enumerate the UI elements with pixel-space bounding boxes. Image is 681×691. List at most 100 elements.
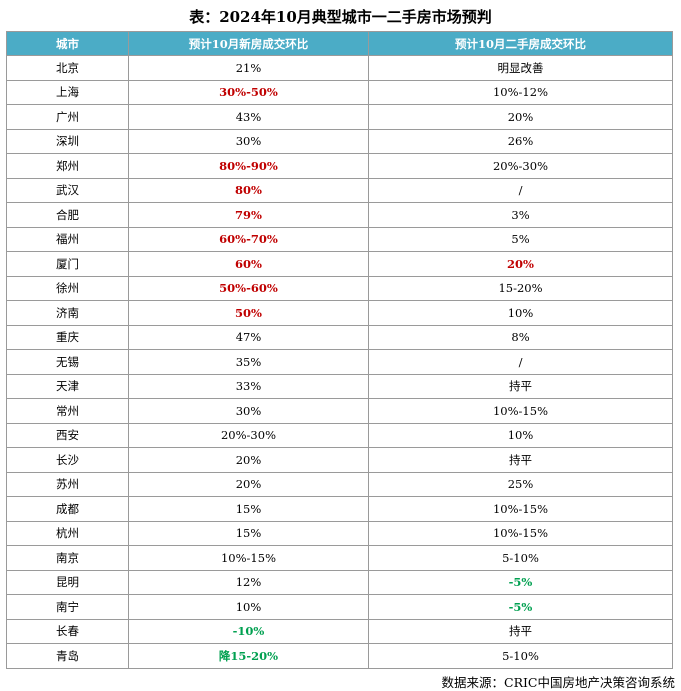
table-row: 昆明 12% -5% <box>6 569 673 595</box>
highlight-cell: 80%-90% <box>128 153 369 179</box>
table-row: 苏州 20% 25% <box>6 471 673 497</box>
value-cell: 5-10% <box>368 545 673 571</box>
table-row: 北京 21% 明显改善 <box>6 55 673 81</box>
highlight-cell: 80% <box>128 177 369 203</box>
value-cell: 15% <box>128 496 369 522</box>
table-row: 天津 33% 持平 <box>6 373 673 399</box>
forecast-table: 城市 预计10月新房成交环比 预计10月二手房成交环比 北京 21% 明显改善 上海 30%… <box>6 31 673 669</box>
value-cell: 20% <box>368 104 673 130</box>
value-cell: 10% <box>368 300 673 326</box>
value-cell: 10%-12% <box>368 79 673 105</box>
value-cell: 12% <box>128 569 369 595</box>
city-cell: 合肥 <box>6 202 129 228</box>
value-cell: 35% <box>128 349 369 375</box>
table-row: 西安 20%-30% 10% <box>6 422 673 448</box>
header-cell: 城市 <box>6 31 129 56</box>
header-cell: 预计10月二手房成交环比 <box>368 31 673 56</box>
header-row: 城市 预计10月新房成交环比 预计10月二手房成交环比 <box>6 31 673 56</box>
table-row: 合肥 79% 3% <box>6 202 673 228</box>
table-row: 上海 30%-50% 10%-12% <box>6 79 673 105</box>
value-cell: 10% <box>368 422 673 448</box>
city-cell: 徐州 <box>6 275 129 301</box>
table-row: 郑州 80%-90% 20%-30% <box>6 153 673 179</box>
table-row: 长春 -10% 持平 <box>6 618 673 644</box>
value-cell: 20% <box>128 471 369 497</box>
value-cell: 33% <box>128 373 369 399</box>
table-row: 重庆 47% 8% <box>6 324 673 350</box>
value-cell: 21% <box>128 55 369 81</box>
highlight-cell: 20% <box>368 251 673 277</box>
table-row: 厦门 60% 20% <box>6 251 673 277</box>
table-row: 济南 50% 10% <box>6 300 673 326</box>
city-cell: 南宁 <box>6 594 129 620</box>
value-cell: 15% <box>128 520 369 546</box>
city-cell: 杭州 <box>6 520 129 546</box>
table-row: 常州 30% 10%-15% <box>6 398 673 424</box>
table-row: 长沙 20% 持平 <box>6 447 673 473</box>
highlight-cell: 60%-70% <box>128 226 369 252</box>
highlight-cell: 30%-50% <box>128 79 369 105</box>
value-cell: 10%-15% <box>368 398 673 424</box>
value-cell: 47% <box>128 324 369 350</box>
city-cell: 天津 <box>6 373 129 399</box>
value-cell: 25% <box>368 471 673 497</box>
table-row: 杭州 15% 10%-15% <box>6 520 673 546</box>
highlight-cell: 50% <box>128 300 369 326</box>
city-cell: 长春 <box>6 618 129 644</box>
value-cell: 43% <box>128 104 369 130</box>
highlight-cell: -5% <box>368 594 673 620</box>
value-cell: 明显改善 <box>368 55 673 81</box>
value-cell: 10%-15% <box>368 520 673 546</box>
value-cell: 30% <box>128 398 369 424</box>
value-cell: 20%-30% <box>368 153 673 179</box>
value-cell: 15-20% <box>368 275 673 301</box>
value-cell: 8% <box>368 324 673 350</box>
value-cell: 持平 <box>368 373 673 399</box>
city-cell: 南京 <box>6 545 129 571</box>
value-cell: / <box>368 177 673 203</box>
city-cell: 无锡 <box>6 349 129 375</box>
table-row: 成都 15% 10%-15% <box>6 496 673 522</box>
city-cell: 苏州 <box>6 471 129 497</box>
city-cell: 昆明 <box>6 569 129 595</box>
city-cell: 青岛 <box>6 643 129 669</box>
table-row: 青岛 降15-20% 5-10% <box>6 643 673 669</box>
table-title: 表：2024年10月典型城市一二手房市场预判 <box>189 8 492 26</box>
table-row: 徐州 50%-60% 15-20% <box>6 275 673 301</box>
table-row: 福州 60%-70% 5% <box>6 226 673 252</box>
value-cell: 持平 <box>368 447 673 473</box>
table-row: 广州 43% 20% <box>6 104 673 130</box>
table-row: 无锡 35% / <box>6 349 673 375</box>
value-cell: 5-10% <box>368 643 673 669</box>
highlight-cell: -5% <box>368 569 673 595</box>
city-cell: 上海 <box>6 79 129 105</box>
value-cell: 5% <box>368 226 673 252</box>
city-cell: 武汉 <box>6 177 129 203</box>
city-cell: 西安 <box>6 422 129 448</box>
value-cell: / <box>368 349 673 375</box>
city-cell: 北京 <box>6 55 129 81</box>
value-cell: 3% <box>368 202 673 228</box>
city-cell: 济南 <box>6 300 129 326</box>
value-cell: 20% <box>128 447 369 473</box>
city-cell: 长沙 <box>6 447 129 473</box>
table-row: 南京 10%-15% 5-10% <box>6 545 673 571</box>
value-cell: 30% <box>128 128 369 154</box>
city-cell: 重庆 <box>6 324 129 350</box>
value-cell: 26% <box>368 128 673 154</box>
city-cell: 厦门 <box>6 251 129 277</box>
highlight-cell: 79% <box>128 202 369 228</box>
city-cell: 郑州 <box>6 153 129 179</box>
highlight-cell: 降15-20% <box>128 643 369 669</box>
value-cell: 20%-30% <box>128 422 369 448</box>
highlight-cell: 60% <box>128 251 369 277</box>
city-cell: 福州 <box>6 226 129 252</box>
table-row: 南宁 10% -5% <box>6 594 673 620</box>
city-cell: 深圳 <box>6 128 129 154</box>
header-cell: 预计10月新房成交环比 <box>128 31 369 56</box>
table-row: 深圳 30% 26% <box>6 128 673 154</box>
value-cell: 10%-15% <box>128 545 369 571</box>
value-cell: 10% <box>128 594 369 620</box>
source-note: 数据来源：CRIC中国房地产决策咨询系统 <box>441 675 675 690</box>
value-cell: 10%-15% <box>368 496 673 522</box>
